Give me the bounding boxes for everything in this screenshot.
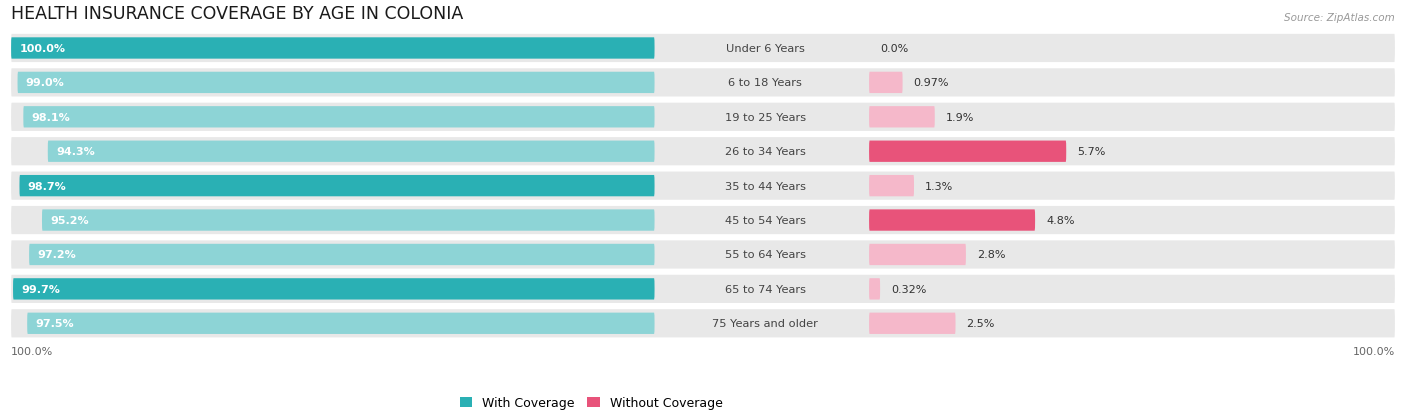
FancyBboxPatch shape: [869, 141, 1066, 162]
FancyBboxPatch shape: [11, 275, 1395, 303]
FancyBboxPatch shape: [11, 206, 1395, 235]
FancyBboxPatch shape: [11, 309, 1395, 337]
Text: 26 to 34 Years: 26 to 34 Years: [725, 147, 806, 157]
Text: 75 Years and older: 75 Years and older: [713, 318, 818, 328]
Text: 35 to 44 Years: 35 to 44 Years: [724, 181, 806, 191]
FancyBboxPatch shape: [11, 38, 655, 59]
Text: 5.7%: 5.7%: [1077, 147, 1105, 157]
Text: 1.9%: 1.9%: [946, 112, 974, 123]
Text: 100.0%: 100.0%: [1353, 346, 1395, 356]
Text: 97.2%: 97.2%: [38, 250, 76, 260]
Legend: With Coverage, Without Coverage: With Coverage, Without Coverage: [454, 391, 728, 413]
Text: 0.97%: 0.97%: [914, 78, 949, 88]
FancyBboxPatch shape: [869, 313, 956, 334]
FancyBboxPatch shape: [30, 244, 655, 266]
Text: 6 to 18 Years: 6 to 18 Years: [728, 78, 803, 88]
Text: 100.0%: 100.0%: [20, 44, 66, 54]
FancyBboxPatch shape: [11, 172, 1395, 200]
Text: 98.1%: 98.1%: [31, 112, 70, 123]
Text: 19 to 25 Years: 19 to 25 Years: [724, 112, 806, 123]
FancyBboxPatch shape: [11, 69, 1395, 97]
Text: 94.3%: 94.3%: [56, 147, 94, 157]
Text: 45 to 54 Years: 45 to 54 Years: [724, 216, 806, 225]
FancyBboxPatch shape: [20, 176, 655, 197]
FancyBboxPatch shape: [13, 278, 655, 300]
FancyBboxPatch shape: [869, 210, 1035, 231]
FancyBboxPatch shape: [24, 107, 655, 128]
FancyBboxPatch shape: [11, 103, 1395, 132]
Text: 55 to 64 Years: 55 to 64 Years: [724, 250, 806, 260]
Text: 4.8%: 4.8%: [1046, 216, 1074, 225]
Text: Under 6 Years: Under 6 Years: [725, 44, 804, 54]
Text: 2.8%: 2.8%: [977, 250, 1005, 260]
Text: 99.0%: 99.0%: [25, 78, 65, 88]
Text: Source: ZipAtlas.com: Source: ZipAtlas.com: [1284, 13, 1395, 23]
FancyBboxPatch shape: [11, 138, 1395, 166]
FancyBboxPatch shape: [869, 244, 966, 266]
FancyBboxPatch shape: [48, 141, 655, 162]
FancyBboxPatch shape: [42, 210, 655, 231]
Text: 1.3%: 1.3%: [925, 181, 953, 191]
Text: 2.5%: 2.5%: [966, 318, 995, 328]
Text: 65 to 74 Years: 65 to 74 Years: [724, 284, 806, 294]
FancyBboxPatch shape: [869, 176, 914, 197]
Text: HEALTH INSURANCE COVERAGE BY AGE IN COLONIA: HEALTH INSURANCE COVERAGE BY AGE IN COLO…: [11, 5, 464, 23]
FancyBboxPatch shape: [869, 107, 935, 128]
Text: 98.7%: 98.7%: [28, 181, 66, 191]
FancyBboxPatch shape: [869, 278, 880, 300]
FancyBboxPatch shape: [11, 241, 1395, 269]
FancyBboxPatch shape: [27, 313, 655, 334]
Text: 0.32%: 0.32%: [891, 284, 927, 294]
FancyBboxPatch shape: [869, 73, 903, 94]
Text: 99.7%: 99.7%: [21, 284, 60, 294]
Text: 95.2%: 95.2%: [51, 216, 89, 225]
FancyBboxPatch shape: [11, 35, 1395, 63]
FancyBboxPatch shape: [17, 73, 655, 94]
Text: 0.0%: 0.0%: [880, 44, 908, 54]
Text: 100.0%: 100.0%: [11, 346, 53, 356]
Text: 97.5%: 97.5%: [35, 318, 75, 328]
